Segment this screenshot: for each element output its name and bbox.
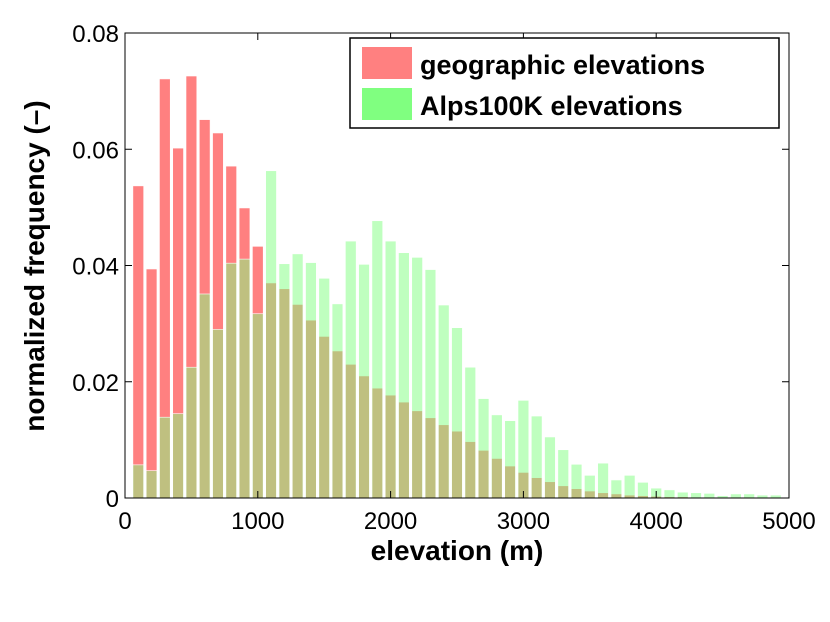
legend-box (349, 37, 780, 129)
bar-alps100k (597, 462, 609, 499)
bar-alps100k (225, 262, 237, 499)
bar-alps100k (358, 264, 370, 499)
x-axis-title: elevation (m) (371, 535, 544, 566)
bar-alps100k (252, 313, 264, 499)
bar-alps100k (464, 366, 476, 499)
bar-alps100k (145, 470, 158, 499)
y-tick-label: 0.04 (72, 254, 119, 281)
bar-alps100k (557, 449, 569, 499)
legend-label-alps100k: Alps100K elevations (420, 91, 683, 121)
bar-alps100k (291, 253, 304, 499)
bar-alps100k (491, 414, 503, 499)
bar-alps100k (677, 491, 689, 499)
bar-alps100k (584, 475, 596, 499)
bar-alps100k (278, 263, 291, 499)
bar-alps100k (570, 463, 583, 499)
bar-alps100k (331, 303, 344, 499)
legend-label-geographic: geographic elevations (420, 50, 705, 80)
bar-alps100k (623, 475, 636, 499)
bar-alps100k (438, 304, 450, 499)
y-tick-label: 0 (106, 486, 119, 513)
y-tick-label: 0.06 (72, 137, 119, 164)
bar-alps100k (451, 327, 463, 499)
bar-alps100k (185, 366, 198, 499)
bar-geographic (132, 185, 144, 499)
y-tick-label: 0.02 (72, 370, 119, 397)
bar-alps100k (265, 170, 277, 499)
bar-alps100k (172, 413, 184, 499)
bar-alps100k (411, 257, 423, 499)
bar-alps100k (424, 269, 437, 499)
x-tick-label: 3000 (497, 508, 550, 535)
bar-alps100k (530, 415, 543, 499)
bar-alps100k (132, 464, 144, 499)
bar-alps100k (345, 240, 357, 499)
x-tick-label: 2000 (364, 508, 417, 535)
bar-alps100k (238, 258, 251, 499)
legend-swatch-geographic (362, 47, 412, 79)
bar-alps100k (504, 420, 516, 499)
bar-alps100k (663, 489, 676, 499)
bar-alps100k (159, 416, 171, 499)
bar-alps100k (703, 493, 716, 499)
y-axis-title: normalized frequency (–) (19, 100, 50, 431)
legend-swatch-alps100k (362, 88, 412, 120)
y-tick-label: 0.08 (72, 21, 119, 48)
bar-alps100k (544, 436, 556, 499)
bar-alps100k (730, 493, 742, 499)
bar-alps100k (743, 493, 755, 499)
x-tick-label: 1000 (231, 508, 284, 535)
bar-alps100k (690, 492, 702, 499)
bar-geographic (145, 268, 158, 499)
bar-alps100k (477, 398, 490, 499)
bar-alps100k (198, 293, 211, 499)
x-tick-label: 4000 (630, 508, 683, 535)
axes: 0 1000 2000 3000 4000 5000 0 0.02 0.04 0.06 0.08 (72, 21, 815, 535)
x-tick-label: 5000 (762, 508, 815, 535)
bar-alps100k (318, 277, 330, 499)
bar-alps100k (398, 252, 410, 499)
bar-alps100k (212, 329, 224, 499)
bar-alps100k (637, 482, 649, 499)
legend: geographic elevations Alps100K elevation… (349, 37, 780, 129)
x-tick-label: 0 (118, 508, 131, 535)
bar-alps100k (371, 220, 384, 499)
bar-alps100k (517, 400, 530, 499)
bar-alps100k (610, 479, 623, 499)
bar-alps100k (305, 262, 317, 499)
bar-alps100k (384, 240, 397, 499)
